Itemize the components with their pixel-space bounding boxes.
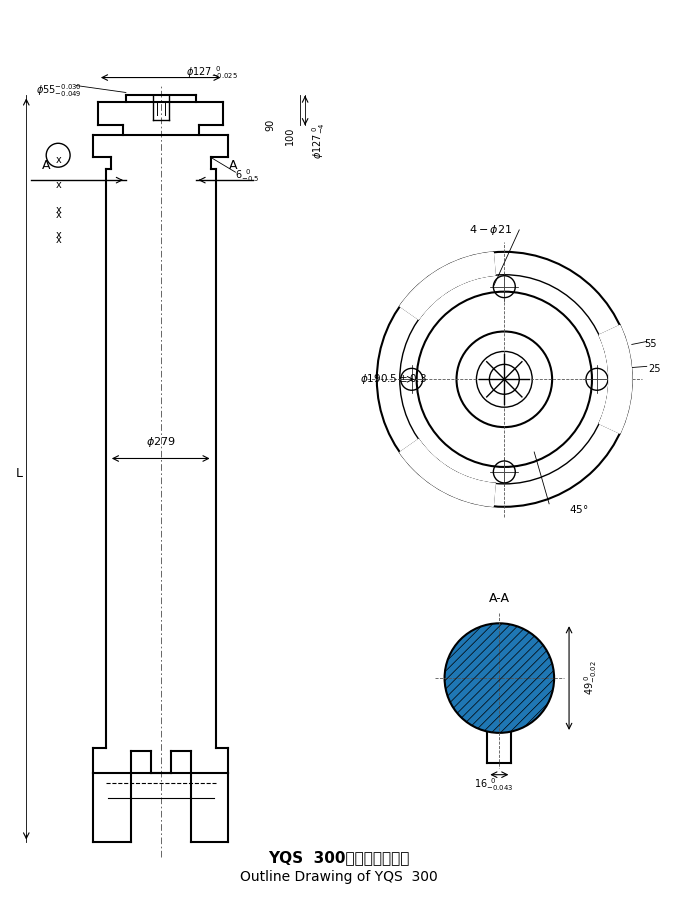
Text: $45°$: $45°$ bbox=[569, 503, 589, 514]
Text: 90: 90 bbox=[265, 119, 275, 132]
Text: A: A bbox=[229, 159, 238, 172]
Text: $\phi$127$^{\ \ 0}_{-0.025}$: $\phi$127$^{\ \ 0}_{-0.025}$ bbox=[186, 65, 237, 81]
Text: —: — bbox=[40, 174, 52, 186]
Text: x: x bbox=[56, 180, 61, 190]
Text: Outline Drawing of YQS  300: Outline Drawing of YQS 300 bbox=[240, 870, 438, 884]
Text: x: x bbox=[56, 210, 61, 220]
Text: $\phi190.5\pm0.3$: $\phi190.5\pm0.3$ bbox=[360, 373, 427, 386]
Wedge shape bbox=[400, 439, 495, 506]
Text: x: x bbox=[56, 155, 61, 165]
Text: x: x bbox=[56, 230, 61, 240]
Text: L: L bbox=[16, 467, 23, 481]
Text: $6^{\ \ 0}_{-0.5}$: $6^{\ \ 0}_{-0.5}$ bbox=[235, 166, 260, 184]
Text: $\phi$55$^{-0.030}_{-0.049}$: $\phi$55$^{-0.030}_{-0.049}$ bbox=[36, 82, 82, 99]
Text: $4-\phi21$: $4-\phi21$ bbox=[469, 223, 513, 237]
Text: x: x bbox=[56, 235, 61, 245]
Text: YQS  300系列电机外形图: YQS 300系列电机外形图 bbox=[268, 850, 410, 864]
Text: x: x bbox=[56, 205, 61, 215]
Text: $49^{\ 0}_{-0.02}$: $49^{\ 0}_{-0.02}$ bbox=[582, 661, 599, 695]
Text: A: A bbox=[42, 159, 50, 172]
Text: $\phi$279: $\phi$279 bbox=[146, 435, 176, 448]
Text: A-A: A-A bbox=[489, 592, 510, 604]
Circle shape bbox=[445, 624, 554, 733]
Text: 55: 55 bbox=[643, 339, 656, 349]
Text: $\phi$127$^{\ 0}_{-4}$: $\phi$127$^{\ 0}_{-4}$ bbox=[310, 122, 327, 159]
Text: 100: 100 bbox=[285, 126, 295, 145]
Wedge shape bbox=[400, 253, 495, 319]
Text: —: — bbox=[227, 174, 240, 186]
Text: $16^{\ \ 0}_{-0.043}$: $16^{\ \ 0}_{-0.043}$ bbox=[475, 776, 514, 793]
Wedge shape bbox=[599, 325, 632, 434]
Text: 25: 25 bbox=[649, 365, 661, 375]
